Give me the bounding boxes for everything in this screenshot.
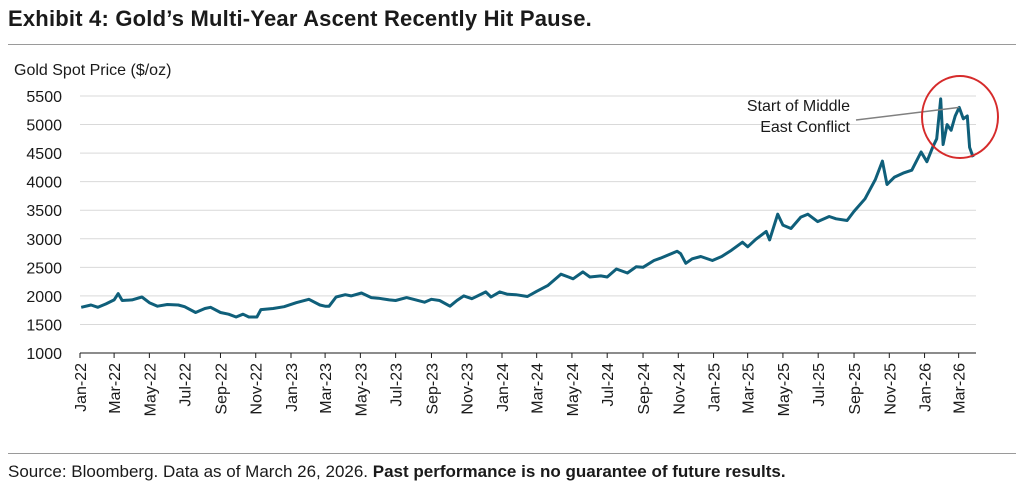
source-note: Source: Bloomberg. Data as of March 26, … [8, 462, 786, 482]
x-tick-label: May-25 [776, 363, 793, 416]
y-tick-label: 2500 [26, 260, 62, 277]
chart-title: Exhibit 4: Gold’s Multi-Year Ascent Rece… [8, 6, 592, 31]
x-tick-label: Jan-25 [707, 363, 724, 412]
y-tick-label: 4500 [26, 146, 62, 163]
source-text: Source: Bloomberg. Data as of March 26, … [8, 462, 373, 481]
x-tick-label: May-24 [565, 363, 582, 416]
x-tick-label: May-22 [142, 363, 159, 416]
y-axis-ticks: 1000 1500 2000 2500 3000 3500 4000 4500 5000 5500 [26, 89, 62, 363]
x-tick-label: Jul-23 [389, 363, 406, 407]
x-tick-label: Mar-22 [107, 363, 124, 414]
title-divider [8, 44, 1016, 45]
x-tick-label: Sep-24 [636, 363, 653, 415]
annotation-group: Start of Middle East Conflict [747, 75, 999, 159]
x-tick-label: Sep-23 [424, 363, 441, 415]
x-tick-label: Jan-22 [73, 363, 90, 412]
y-tick-label: 3000 [26, 232, 62, 249]
x-axis: Jan-22 Mar-22 May-22 Jul-22 Sep-22 Nov-22 Jan-… [73, 352, 976, 416]
x-tick-label: Jul-22 [178, 363, 195, 407]
grid [80, 95, 976, 354]
y-tick-label: 3500 [26, 203, 62, 220]
x-tick-label: Nov-24 [671, 363, 688, 415]
x-tick-label: Nov-23 [460, 363, 477, 415]
y-tick-label: 1000 [26, 346, 62, 363]
y-tick-label: 2000 [26, 289, 62, 306]
annotation-text-line-1: Start of Middle [747, 98, 850, 115]
highlight-circle [921, 75, 999, 159]
x-tick-label: Jan-24 [495, 363, 512, 412]
x-tick-label: Mar-26 [952, 363, 969, 414]
x-tick-label: Sep-22 [213, 363, 230, 415]
x-tick-label: Mar-24 [530, 363, 547, 414]
disclaimer-text: Past performance is no guarantee of futu… [372, 462, 786, 481]
annotation-text-line-2: East Conflict [760, 119, 850, 136]
series-layer [80, 97, 975, 319]
footer-divider [8, 453, 1016, 454]
x-tick-label: May-23 [353, 363, 370, 416]
x-tick-label: Jan-23 [284, 363, 301, 412]
y-tick-label: 4000 [26, 175, 62, 192]
x-tick-label: Jan-26 [918, 363, 935, 412]
y-tick-label: 1500 [26, 317, 62, 334]
y-tick-label: 5000 [26, 118, 62, 135]
x-tick-label: Mar-23 [318, 363, 335, 414]
x-tick-label: Mar-25 [741, 363, 758, 414]
x-tick-label: Nov-22 [249, 363, 266, 415]
x-tick-label: Jul-25 [811, 363, 828, 407]
y-tick-label: 5500 [26, 89, 62, 106]
x-tick-label: Jul-24 [600, 363, 617, 407]
annotation-leader-line [855, 106, 960, 121]
gold-price-line [80, 97, 975, 319]
x-tick-label: Nov-25 [882, 363, 899, 415]
y-axis-label: Gold Spot Price ($/oz) [14, 62, 171, 79]
x-tick-label: Sep-25 [847, 363, 864, 415]
